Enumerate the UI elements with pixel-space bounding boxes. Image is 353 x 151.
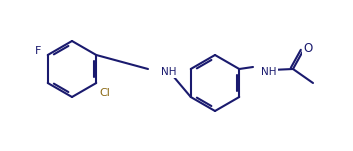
Text: NH: NH: [261, 67, 276, 77]
Text: Cl: Cl: [99, 88, 110, 98]
Text: NH: NH: [161, 67, 176, 77]
Text: F: F: [35, 46, 41, 56]
Text: O: O: [303, 42, 313, 55]
